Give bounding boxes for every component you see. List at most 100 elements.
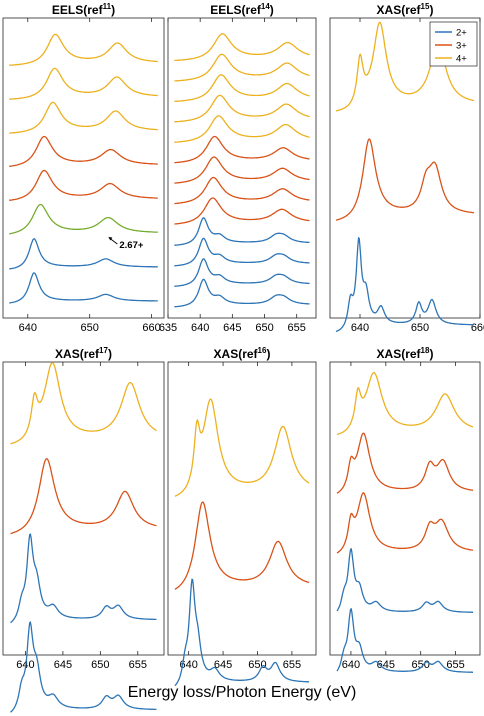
panel-title: XAS(ref16) xyxy=(214,346,271,361)
panel-title-text: XAS(ref xyxy=(377,3,422,17)
panel-title-end: ) xyxy=(266,347,270,361)
x-tick-label: 650 xyxy=(91,659,109,671)
panel-title-text: XAS(ref xyxy=(377,347,422,361)
panel-2: EELS(ref14) 635 640 645 650 655 xyxy=(159,2,317,334)
spectrum-line-3plus xyxy=(336,492,474,554)
x-tick-label: 655 xyxy=(288,322,306,334)
panel-frame xyxy=(2,361,165,656)
legend-label-3plus: 3+ xyxy=(456,41,467,52)
spectrum-line-4plus xyxy=(174,53,310,82)
panel-title-ref: 11 xyxy=(103,2,112,11)
panel-6: XAS(ref18) 640 645 650 655 xyxy=(329,346,481,673)
x-tick-label: 645 xyxy=(223,322,241,334)
panel-title-text: EELS(ref xyxy=(210,3,262,17)
panel-title: XAS(ref18) xyxy=(377,346,434,361)
panel-title-end: ) xyxy=(429,3,433,17)
x-tick-label: 650 xyxy=(248,659,266,671)
x-tick-label: 655 xyxy=(446,659,464,671)
annotation-arrowhead xyxy=(108,237,113,241)
spectrum-line-2plus xyxy=(336,607,473,673)
spectrum-line-3plus xyxy=(174,501,310,590)
x-tick-label: 655 xyxy=(283,659,301,671)
panel-title-end: ) xyxy=(108,347,112,361)
x-tick-label: 640 xyxy=(342,659,360,671)
panel-title: EELS(ref14) xyxy=(210,2,274,17)
panel-frame xyxy=(167,17,317,319)
panel-title-ref: 15 xyxy=(421,2,430,11)
spectrum-line-2plus xyxy=(174,217,310,246)
legend-label-2plus: 2+ xyxy=(456,28,467,39)
panel-title-text: XAS(ref xyxy=(55,347,100,361)
spectrum-line-3plus xyxy=(174,135,310,164)
spectrum-line-2plus xyxy=(9,272,158,304)
panel-title-end: ) xyxy=(429,347,433,361)
panel-4: XAS(ref17)640 645 650 655 xyxy=(2,346,165,713)
spectrum-line-3plus xyxy=(174,176,310,205)
spectrum-line-4plus xyxy=(174,398,310,497)
spectrum-line-4plus xyxy=(174,115,310,143)
spectrum-line-2plus xyxy=(174,258,310,287)
panel-title: EELS(ref11) xyxy=(52,2,115,17)
spectrum-line-2plus xyxy=(174,237,310,267)
spectrum-line-4plus xyxy=(336,372,474,436)
x-tick-label: 635 xyxy=(159,322,177,334)
spectrum-line-2plus xyxy=(335,236,474,333)
x-tick-label: 645 xyxy=(54,659,72,671)
x-tick-label: 660 xyxy=(142,322,160,334)
spectrum-line-2plus xyxy=(9,238,158,270)
spectrum-line-4plus xyxy=(9,33,158,66)
spectrum-line-4plus xyxy=(9,67,158,100)
x-tick-label: 640 xyxy=(179,659,197,671)
panel-frame xyxy=(329,17,481,319)
x-tick-label: 645 xyxy=(214,659,232,671)
spectrum-line-3plus xyxy=(174,156,310,184)
panel-frame xyxy=(167,361,317,656)
spectrum-line-2plus xyxy=(336,547,473,613)
spectrum-line-2plus xyxy=(174,278,310,308)
spectrum-line-2plus xyxy=(174,578,310,687)
panel-title: XAS(ref15) xyxy=(377,2,434,17)
panel-title-ref: 18 xyxy=(421,346,430,355)
spectrum-line-3plus xyxy=(9,135,158,167)
panel-1: EELS(ref11) 640 650 660 2.67+ xyxy=(2,2,165,334)
legend-box xyxy=(429,21,478,67)
spectrum-line-3plus xyxy=(174,197,310,225)
spectrum-line-4plus xyxy=(9,101,158,134)
spectrum-line-3plus xyxy=(335,138,475,221)
panel-title-end: ) xyxy=(111,3,115,17)
x-tick-label: 640 xyxy=(19,322,37,334)
x-tick-label: 645 xyxy=(377,659,395,671)
panel-3: XAS(ref15) 640 650 660 2+ 3+ 4+ xyxy=(329,2,484,334)
spectrum-line-4plus xyxy=(174,94,310,123)
spectrum-line-4plus xyxy=(10,362,157,445)
panel-title-text: EELS(ref xyxy=(52,3,104,17)
x-tick-label: 650 xyxy=(412,659,430,671)
spectrum-line-3plus xyxy=(10,458,157,535)
panel-title-ref: 16 xyxy=(258,346,267,355)
x-axis-label: Energy loss/Photon Energy (eV) xyxy=(128,684,357,701)
spectrum-line-2plus xyxy=(10,533,157,624)
annotation-label: 2.67+ xyxy=(119,240,143,251)
panel-frame xyxy=(2,17,165,319)
x-tick-label: 655 xyxy=(129,659,147,671)
legend: 2+ 3+ 4+ xyxy=(429,21,478,67)
x-tick-label: 640 xyxy=(191,322,209,334)
x-tick-label: 650 xyxy=(411,322,429,334)
x-tick-label: 660 xyxy=(471,322,484,334)
spectrum-line-4plus xyxy=(174,33,310,62)
spectrum-line-2plus xyxy=(10,621,157,713)
x-tick-label: 650 xyxy=(255,322,273,334)
spectrum-line-4plus xyxy=(335,21,475,112)
spectrum-line-3plus xyxy=(9,169,158,201)
x-tick-label: 650 xyxy=(81,322,99,334)
spectrum-line-3plus xyxy=(336,432,474,494)
panel-title-end: ) xyxy=(270,3,274,17)
panel-5: XAS(ref16) 640 645 650 655 xyxy=(167,346,317,687)
spectrum-line-2-67plus xyxy=(9,203,158,235)
legend-label-4plus: 4+ xyxy=(456,54,467,65)
panel-title-text: XAS(ref xyxy=(214,347,259,361)
x-tick-label: 640 xyxy=(351,322,369,334)
panel-title: XAS(ref17) xyxy=(55,346,112,361)
panel-title-ref: 14 xyxy=(261,2,270,11)
